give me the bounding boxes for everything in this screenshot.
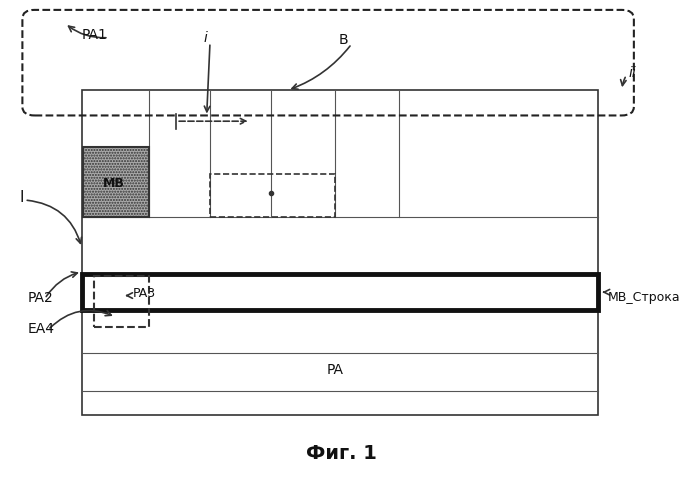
Text: PA2: PA2 xyxy=(28,291,54,305)
Bar xyxy=(210,174,335,217)
Text: PA3: PA3 xyxy=(132,287,155,300)
Text: I: I xyxy=(19,190,24,205)
Bar xyxy=(83,147,150,217)
Text: B: B xyxy=(338,33,348,47)
Bar xyxy=(82,274,598,310)
Bar xyxy=(82,90,598,415)
Text: ii: ii xyxy=(628,67,636,80)
Text: MB_Строка: MB_Строка xyxy=(608,292,681,304)
Text: EA4: EA4 xyxy=(28,322,55,336)
Text: MB: MB xyxy=(103,177,125,190)
Text: Фиг. 1: Фиг. 1 xyxy=(306,444,377,463)
Text: i: i xyxy=(203,31,207,45)
Text: PA: PA xyxy=(326,363,343,377)
Bar xyxy=(94,277,150,327)
Text: PA1: PA1 xyxy=(82,28,108,42)
